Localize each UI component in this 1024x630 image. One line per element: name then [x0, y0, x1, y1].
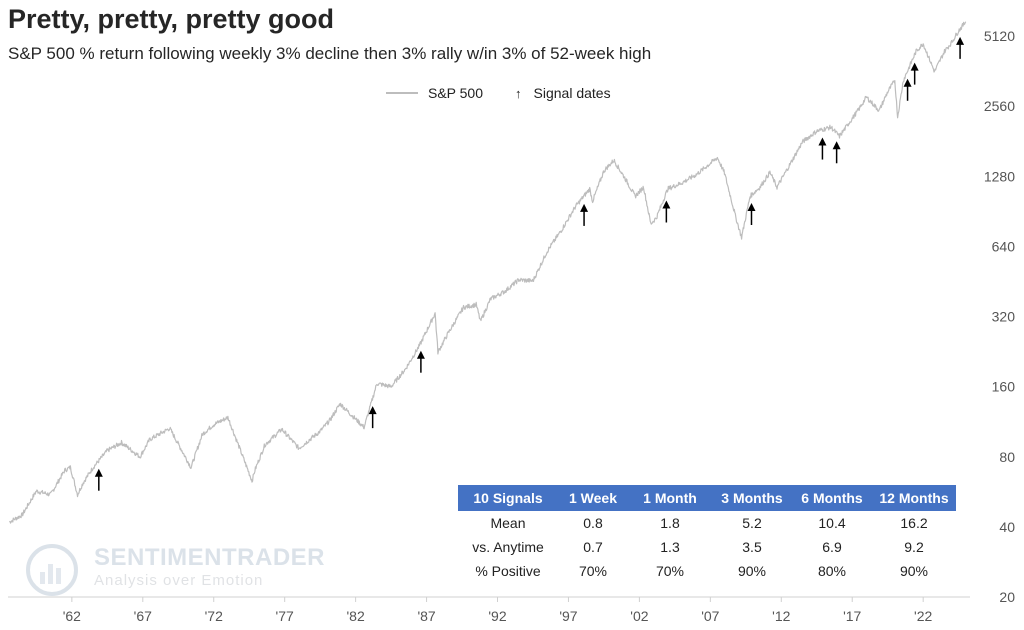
signal-arrow-head	[580, 203, 589, 212]
table-cell: 9.2	[904, 539, 924, 555]
arrow-layer	[94, 36, 965, 491]
y-tick-label: 640	[992, 238, 1016, 254]
signal-arrow	[94, 468, 103, 491]
table-row: vs. Anytime 0.7 1.3 3.5 6.9 9.2	[458, 535, 956, 559]
signal-arrow-head	[910, 62, 919, 71]
table-cell: % Positive	[475, 563, 541, 579]
signal-arrow	[818, 137, 827, 160]
signal-arrow	[416, 350, 425, 373]
table-cell: 80%	[817, 563, 847, 579]
table-header-cell: 1 Month	[628, 485, 712, 511]
y-tick-label: 2560	[984, 98, 1015, 114]
table-cell: 10.4	[818, 515, 846, 531]
signal-arrow-head	[903, 78, 912, 87]
signal-arrow-head	[662, 200, 671, 209]
signal-stats-table: 10 Signals 1 Week 1 Month 3 Months 6 Mon…	[458, 485, 956, 583]
axes-layer: '62 '67 '72 '77 '82 '87 '92 '97 '02 '07 '12 '17 '22 2…	[8, 28, 1015, 624]
table-cell: 6.9	[822, 539, 842, 555]
signal-arrow-head	[747, 203, 756, 212]
table-cell: Mean	[490, 515, 526, 531]
table-cell: 1.3	[660, 539, 680, 555]
sp500-line	[8, 21, 967, 524]
table-cell: 5.2	[742, 515, 762, 531]
x-tick-label: '02	[630, 608, 648, 624]
x-tick-label: '17	[843, 608, 861, 624]
chart-legend: S&P 500 ↑ Signal dates	[386, 85, 611, 101]
x-tick-label: '67	[134, 608, 152, 624]
x-tick-label: '12	[772, 608, 790, 624]
x-tick-label: '97	[559, 608, 577, 624]
legend-sp500-label: S&P 500	[428, 85, 484, 101]
signal-arrow-head	[368, 406, 377, 415]
legend-sp500-swatch	[386, 92, 418, 94]
table-cell: 0.7	[583, 539, 603, 555]
y-tick-label: 20	[999, 589, 1015, 605]
y-tick-label: 80	[999, 449, 1015, 465]
signal-arrow-head	[416, 350, 425, 359]
table-header-cell: 12 Months	[872, 485, 956, 511]
sentimentrader-watermark: SENTIMENTRADER Analysis over Emotion	[22, 538, 325, 600]
line-layer	[8, 21, 967, 524]
signal-arrow	[832, 141, 841, 164]
watermark-name: SENTIMENTRADER	[94, 544, 326, 571]
table-cell: 16.2	[900, 515, 928, 531]
x-tick-label: '77	[276, 608, 294, 624]
table-cell: 90%	[737, 563, 767, 579]
signal-arrow	[368, 406, 377, 429]
y-tick-label: 5120	[984, 28, 1015, 44]
sentimentrader-logo-icon	[26, 544, 78, 596]
table-cell: 70%	[578, 563, 608, 579]
legend-arrow-icon: ↑	[515, 85, 522, 101]
table-cell: vs. Anytime	[472, 539, 544, 555]
signal-arrow-head	[818, 137, 827, 146]
y-tick-label: 320	[992, 309, 1016, 325]
chart-subtitle: S&P 500 % return following weekly 3% dec…	[8, 44, 652, 63]
legend-signal-label: Signal dates	[533, 85, 611, 101]
table-header-cell: 6 Months	[792, 485, 872, 511]
table-header-cell: 10 Signals	[458, 485, 558, 511]
table-cell: 1.8	[660, 515, 680, 531]
signal-arrow-head	[94, 468, 103, 477]
table-row: % Positive 70% 70% 90% 80% 90%	[458, 559, 956, 583]
x-tick-label: '87	[417, 608, 435, 624]
y-tick-label: 160	[992, 379, 1016, 395]
signal-arrow-head	[832, 141, 841, 150]
table-header-row: 10 Signals 1 Week 1 Month 3 Months 6 Mon…	[458, 485, 956, 511]
signal-arrow	[903, 78, 912, 101]
signal-arrow	[662, 200, 671, 223]
signal-arrow-head	[956, 36, 965, 45]
signal-arrow	[956, 36, 965, 59]
signal-arrow	[910, 62, 919, 85]
x-tick-label: '07	[701, 608, 719, 624]
y-tick-label: 1280	[984, 168, 1015, 184]
table-row: Mean 0.8 1.8 5.2 10.4 16.2	[458, 511, 956, 535]
x-tick-label: '82	[347, 608, 365, 624]
table-header-cell: 3 Months	[712, 485, 792, 511]
chart-title: Pretty, pretty, pretty good	[8, 4, 335, 34]
x-tick-label: '22	[914, 608, 932, 624]
x-tick-label: '92	[488, 608, 506, 624]
watermark-tagline: Analysis over Emotion	[94, 572, 264, 589]
x-tick-label: '62	[63, 608, 81, 624]
y-tick-label: 40	[999, 519, 1015, 535]
table-cell: 3.5	[742, 539, 762, 555]
table-cell: 70%	[655, 563, 685, 579]
table-cell: 90%	[899, 563, 929, 579]
table-header-cell: 1 Week	[558, 485, 628, 511]
signal-arrow	[580, 203, 589, 226]
table-cell: 0.8	[583, 515, 603, 531]
signal-arrow	[747, 203, 756, 226]
x-tick-label: '72	[205, 608, 223, 624]
